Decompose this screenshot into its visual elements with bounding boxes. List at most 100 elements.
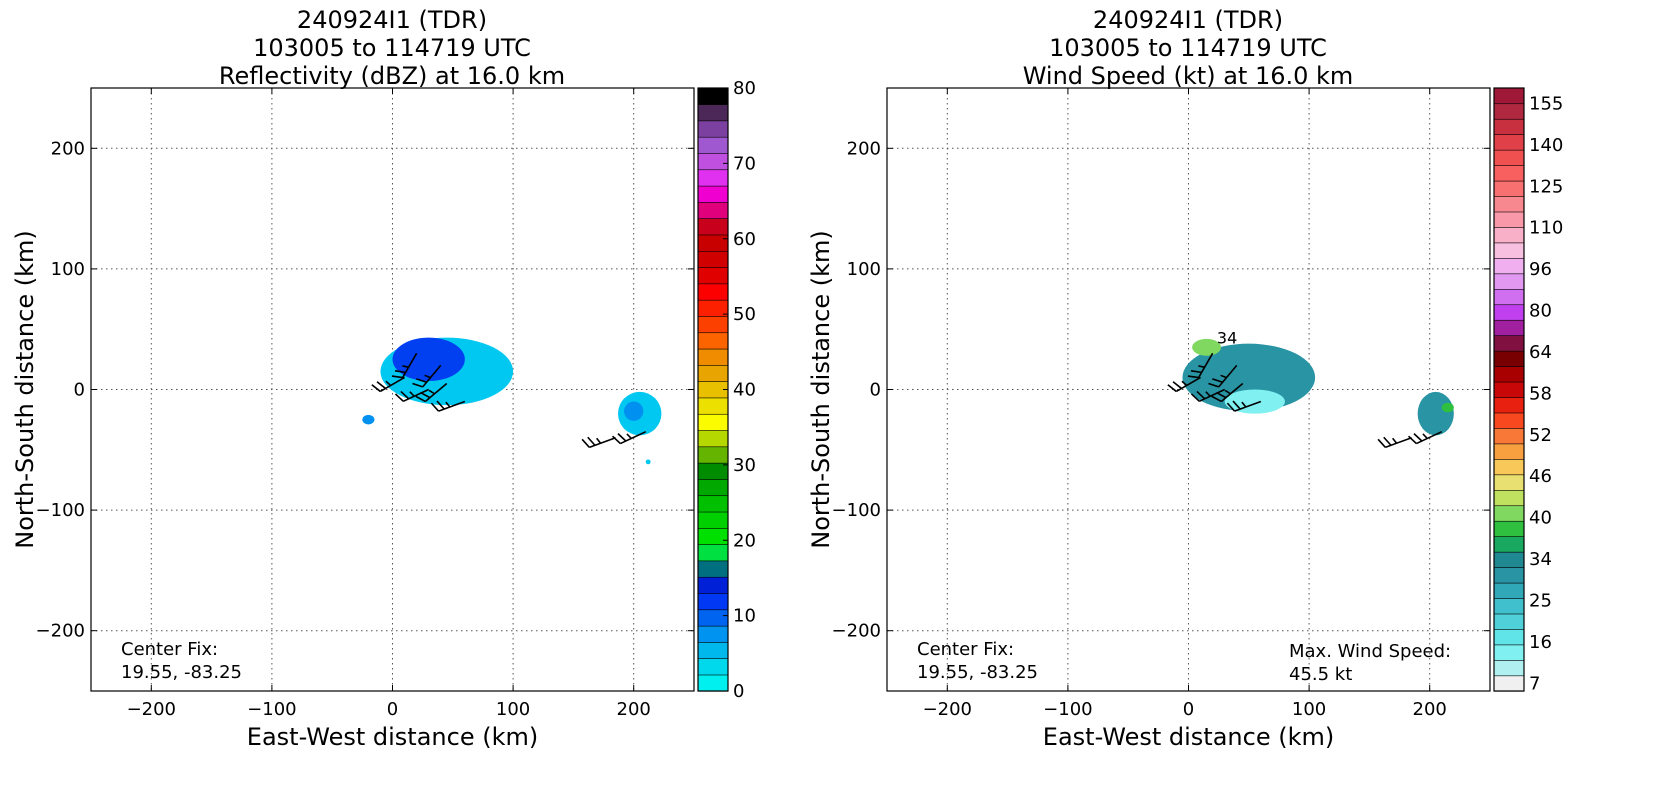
colorbar-swatch	[1493, 675, 1525, 692]
y-tick-label: 100	[51, 259, 85, 280]
wind-barb-flag	[1198, 365, 1205, 368]
echo-region-south-speck	[645, 459, 651, 465]
wind-barb-staff	[1220, 382, 1244, 403]
wind-barb-flag	[402, 365, 409, 368]
wind-barb-flag	[596, 437, 602, 444]
colorbar-swatch	[1493, 180, 1525, 197]
colorbar-swatch	[1493, 412, 1525, 429]
colorbar-swatch	[1493, 335, 1525, 352]
colorbar-tick-label: 140	[1529, 135, 1563, 156]
x-tick-label: −100	[1043, 699, 1092, 720]
y-axis-label: North-South distance (km)	[807, 230, 835, 549]
wind-barb	[1407, 430, 1443, 445]
echo-region-east-echo	[1417, 391, 1454, 436]
colorbar-swatch	[1493, 381, 1525, 398]
wind-barb-flag	[1211, 395, 1222, 403]
wind-barb-flag	[626, 433, 632, 440]
wind-barb-flag	[1377, 438, 1386, 448]
wind-barb-flag	[394, 370, 406, 374]
wind-barb-flag	[1187, 375, 1199, 379]
echo-region-east-echo-green	[1441, 402, 1454, 413]
wind-barb-flag	[428, 389, 435, 395]
wind-barb	[581, 436, 616, 449]
wind-barb-flag	[1208, 382, 1219, 388]
x-tick-label: −100	[247, 699, 296, 720]
wind-barb-flag	[1232, 400, 1241, 410]
wind-barb-flag	[587, 436, 596, 446]
wind-barb	[394, 388, 430, 403]
colorbar-swatch	[697, 413, 729, 431]
colorbar-swatch	[697, 641, 729, 660]
chart-title-line: 103005 to 114719 UTC	[253, 34, 531, 62]
wind-barb-flag	[1172, 381, 1183, 390]
wind-barb-flag	[424, 374, 431, 379]
colorbar-swatch	[1493, 103, 1525, 120]
colorbar-swatch	[1493, 644, 1525, 661]
colorbar-tick-label: 52	[1529, 425, 1552, 446]
colorbar-swatch	[697, 201, 729, 219]
colorbar-tick-label: 80	[733, 78, 756, 99]
colorbar-swatch	[697, 218, 729, 236]
colorbar-swatch	[1493, 597, 1525, 615]
wind-barb-flag	[436, 400, 445, 410]
colorbar-swatch	[697, 560, 729, 578]
colorbar-swatch	[1493, 134, 1525, 151]
wind-barb-staff	[422, 364, 442, 388]
colorbar-tick-label: 40	[733, 380, 756, 401]
wind-barb	[1167, 376, 1201, 393]
colorbar-swatch	[697, 446, 729, 464]
y-tick-label: −200	[832, 621, 881, 642]
wind-barb-staff	[1197, 352, 1214, 378]
colorbar-swatch	[697, 120, 729, 138]
echo-region-east-echo-core	[624, 401, 644, 421]
y-tick-label: 200	[847, 138, 881, 159]
wind-barb-flag	[400, 390, 410, 400]
wind-barb-flag	[1407, 435, 1417, 445]
colorbar-swatch	[697, 609, 729, 627]
wind-barb-flag	[1181, 380, 1188, 387]
wind-barb-flag	[1241, 401, 1247, 408]
colorbar-swatch	[1493, 582, 1525, 599]
colorbar-swatch	[1493, 257, 1525, 275]
wind-barb-staff	[401, 352, 418, 378]
chart-title-line: 240924I1 (TDR)	[1093, 6, 1283, 34]
wind-barb-flag	[1196, 390, 1206, 400]
wind-barb-staff	[1218, 364, 1238, 388]
wind-barb-flag	[412, 382, 423, 388]
colorbar-swatch	[1493, 458, 1525, 476]
colorbar-swatch	[1493, 319, 1525, 336]
y-tick-label: 100	[847, 259, 881, 280]
y-tick-label: −100	[36, 500, 85, 521]
y-tick-label: −100	[832, 500, 881, 521]
wind-barb-staff	[620, 430, 647, 445]
colorbar-tick-label: 0	[733, 681, 744, 702]
colorbar-tick-label: 96	[1529, 259, 1552, 280]
wind-barb-flag	[376, 381, 387, 390]
wind-barb	[371, 376, 405, 393]
wind-barb-flag	[416, 378, 427, 383]
colorbar-tick-label: 40	[1529, 508, 1552, 529]
center-fix-value: 19.55, -83.25	[121, 662, 242, 683]
colorbar-swatch	[697, 136, 729, 154]
wind-barb	[611, 430, 647, 445]
wind-barb-staff	[1385, 436, 1412, 449]
x-tick-label: 200	[1413, 699, 1447, 720]
colorbar-frame	[1493, 87, 1525, 692]
x-tick-label: −200	[127, 699, 176, 720]
wind-barb-flag	[1220, 374, 1227, 379]
colorbar-swatch	[697, 625, 729, 643]
colorbar-swatch	[697, 266, 729, 285]
colorbar-swatch	[697, 364, 729, 382]
colorbar-tick-label: 10	[733, 606, 756, 627]
wind-barb-flag	[1205, 391, 1211, 397]
plot-area	[91, 88, 694, 691]
wind-barb-flag	[1190, 370, 1202, 374]
chart-title-line: Wind Speed (kt) at 16.0 km	[1023, 62, 1354, 90]
wind-barb-flag	[1167, 384, 1177, 393]
wind-barb-flag	[445, 401, 451, 408]
center-fix-label: Center Fix:	[917, 639, 1014, 660]
wind-barb-flag	[1190, 393, 1200, 402]
colorbar-swatch	[697, 674, 729, 692]
wind-barb-staff	[438, 400, 466, 412]
